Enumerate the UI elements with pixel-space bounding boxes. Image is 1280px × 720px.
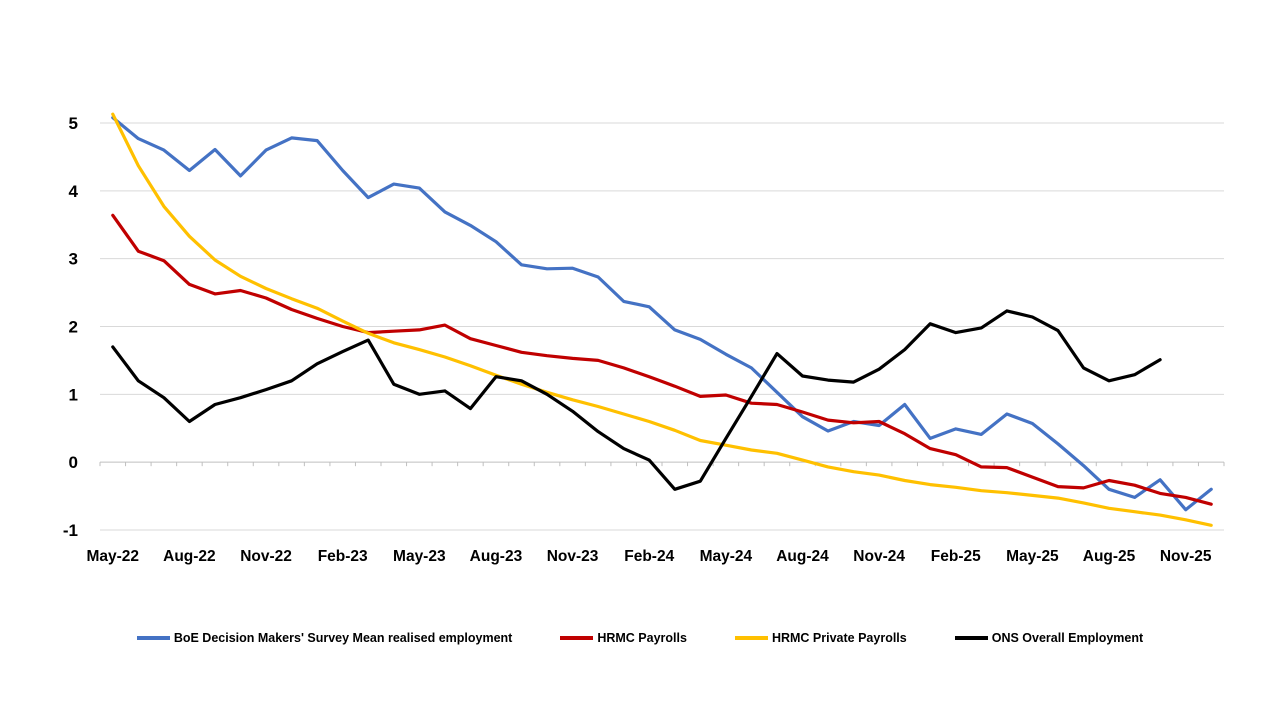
series-line-boe-dmp-realised-employment [111,115,1213,512]
x-tick-label: Feb-25 [931,548,981,565]
x-tick-label: Aug-22 [163,548,216,565]
y-tick-label: -1 [63,521,78,540]
legend-item-boe-dmp: BoE Decision Makers' Survey Mean realise… [136,631,513,645]
employment-line-chart: 5 4 3 2 1 0 -1 May-22 Aug-22 Nov-22 Feb-23 May-23 Au… [63,112,1225,565]
legend-label-hrmc-payrolls: HRMC Payrolls [597,631,687,645]
x-tick-label: Nov-22 [240,548,292,565]
x-tick-label: Aug-25 [1083,548,1136,565]
y-tick-label: 2 [69,318,78,337]
legend-label-boe-dmp: BoE Decision Makers' Survey Mean realise… [173,631,513,645]
y-tick-label: 1 [69,385,78,404]
x-tick-label: Feb-23 [318,548,368,565]
x-tick-label: May-24 [700,548,753,565]
x-tick-label: May-23 [393,548,446,565]
chart-legend: BoE Decision Makers' Survey Mean realise… [0,631,1280,645]
x-tick-label: Nov-25 [1160,548,1212,565]
y-tick-label: 3 [69,250,78,269]
x-tick-label: Nov-23 [547,548,599,565]
legend-label-hrmc-private-payrolls: HRMC Private Payrolls [771,631,907,645]
x-tick-label: May-22 [86,548,139,565]
y-tick-label: 0 [69,453,78,472]
series-line-hrmc-payrolls [111,213,1213,506]
x-tick-label: Feb-24 [624,548,674,565]
legend-item-hrmc-payrolls: HRMC Payrolls [560,631,687,645]
series-line-hrmc-private-payrolls [111,112,1213,527]
x-tick-label: Aug-23 [470,548,523,565]
x-tick-label: Aug-24 [776,548,829,565]
y-tick-label: 5 [69,114,78,133]
legend-item-ons-overall: ONS Overall Employment [954,631,1144,645]
x-tick-label: Nov-24 [853,548,905,565]
legend-item-hrmc-private-payrolls: HRMC Private Payrolls [734,631,907,645]
x-tick-label: May-25 [1006,548,1059,565]
legend-line-sample-boe-dmp [136,636,170,640]
legend-line-sample-hrmc-private-payrolls [734,636,768,640]
legend-line-sample-hrmc-payrolls [560,636,594,640]
y-tick-label: 4 [69,182,79,201]
series-line-ons-overall-employment [111,309,1162,491]
legend-line-sample-ons-overall [954,636,988,640]
legend-label-ons-overall: ONS Overall Employment [991,631,1144,645]
